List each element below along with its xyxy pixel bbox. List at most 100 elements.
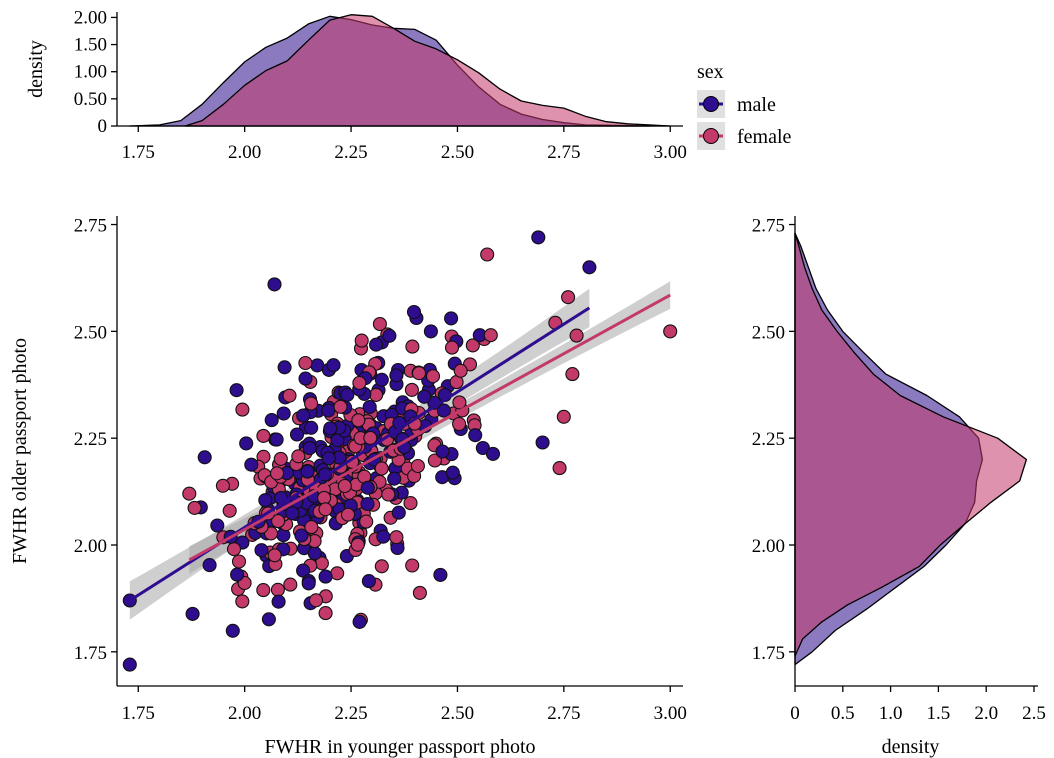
scatter-point-male xyxy=(468,428,483,443)
scatter-point-male xyxy=(423,324,438,339)
scatter-point-male xyxy=(387,471,402,486)
scatter-point-male xyxy=(267,277,282,292)
top-x-tick-label: 2.75 xyxy=(547,142,580,163)
right-x-tick-label: 1.5 xyxy=(927,703,951,724)
main-x-tick-label: 3.00 xyxy=(654,703,687,724)
scatter-point-male xyxy=(285,506,300,521)
scatter-point-female xyxy=(465,338,480,353)
scatter-point-male xyxy=(362,399,377,415)
main-y-tick-label: 2.25 xyxy=(74,429,107,450)
scatter-point-female xyxy=(372,316,387,332)
scatter-point-male xyxy=(230,567,245,582)
scatter-point-female xyxy=(561,290,576,305)
scatter-point-female xyxy=(565,367,580,382)
main-y-tick-label: 2.50 xyxy=(74,322,107,343)
main-y-axis-title: FWHR older passport photo xyxy=(9,338,31,564)
legend: sex male female xyxy=(697,61,792,150)
top-density-panel: 0 0.50 1.00 1.50 2.00 1.75 2.00 2.25 2.50 2.75 3.0… xyxy=(25,7,687,163)
scatter-point-male xyxy=(433,567,448,582)
scatter-point-female xyxy=(452,416,467,432)
scatter-point-male xyxy=(382,328,397,343)
scatter-point-male xyxy=(406,304,422,320)
scatter-point-female xyxy=(369,387,384,402)
scatter-point-male xyxy=(417,389,432,404)
scatter-point-female xyxy=(333,399,348,414)
scatter-point-female xyxy=(340,507,356,522)
right-x-tick-label: 1.0 xyxy=(879,703,903,724)
scatter-point-female xyxy=(556,409,571,424)
scatter-point-female xyxy=(283,577,298,592)
legend-item-male: male xyxy=(697,90,776,118)
scatter-point-male xyxy=(301,576,316,591)
scatter-point-male xyxy=(277,360,292,375)
scatter-point-male xyxy=(185,606,200,621)
scatter-point-male xyxy=(445,465,460,480)
scatter-point-male xyxy=(289,427,305,442)
scatter-point-female xyxy=(273,451,288,466)
scatter-point-male xyxy=(369,337,384,352)
top-x-tick-label: 2.00 xyxy=(228,142,261,163)
scatter-point-male xyxy=(376,529,391,544)
scatter-point-female xyxy=(352,375,367,390)
scatter-point-female xyxy=(235,402,250,417)
scatter-point-female xyxy=(403,496,418,511)
scatter-point-female xyxy=(359,514,374,529)
top-x-tick-label: 3.00 xyxy=(654,142,687,163)
scatter-point-female xyxy=(282,388,297,403)
scatter-point-male xyxy=(296,408,311,423)
legend-title: sex xyxy=(697,61,724,83)
scatter-point-female xyxy=(222,503,237,518)
scatter-point-female xyxy=(226,542,242,557)
scatter-point-female xyxy=(231,554,247,569)
top-y-axis-title: density xyxy=(25,40,47,98)
scatter-point-male xyxy=(264,413,279,428)
scatter-point-female xyxy=(318,606,333,621)
scatter-point-female xyxy=(187,500,202,515)
legend-point-female xyxy=(703,128,719,144)
scatter-point-female xyxy=(410,458,425,474)
scatter-point-male xyxy=(210,518,225,533)
scatter-point-female xyxy=(304,520,319,535)
legend-label-female: female xyxy=(737,126,792,148)
scatter-point-female xyxy=(291,449,306,464)
scatter-point-female xyxy=(318,502,333,517)
main-y-tick-label: 1.75 xyxy=(74,643,107,664)
scatter-point-female xyxy=(374,559,389,574)
main-x-tick-label: 2.75 xyxy=(547,703,580,724)
top-y-tick-label: 0 xyxy=(98,116,108,137)
main-scatter-panel: 1.75 2.00 2.25 2.50 2.75 1.75 2.00 2.25 2.50 2.75… xyxy=(9,216,687,758)
scatter-point-female xyxy=(483,328,498,343)
scatter-point-male xyxy=(225,623,240,638)
scatter-point-male xyxy=(535,435,550,450)
scatter-point-female xyxy=(452,395,467,410)
scatter-point-male xyxy=(197,450,212,465)
scatter-point-male xyxy=(391,505,406,520)
right-x-tick-label: 0.5 xyxy=(831,703,855,724)
scatter-point-male xyxy=(254,543,269,558)
right-y-tick-label: 2.00 xyxy=(752,536,785,557)
scatter-point-female xyxy=(215,478,230,493)
scatter-point-female xyxy=(405,558,420,573)
scatter-point-male xyxy=(374,372,389,387)
scatter-point-male xyxy=(389,368,404,383)
main-x-tick-label: 2.25 xyxy=(334,703,367,724)
scatter-point-female xyxy=(374,461,389,476)
scatter-point-female xyxy=(308,593,324,608)
scatter-point-male xyxy=(294,528,309,543)
right-y-tick-label: 2.50 xyxy=(752,322,785,343)
scatter-point-male xyxy=(444,311,459,326)
right-density-female xyxy=(794,232,1028,657)
scatter-point-male xyxy=(258,493,273,508)
top-y-tick-label: 2.00 xyxy=(74,7,107,28)
scatter-point-female xyxy=(182,486,197,501)
scatter-point-female xyxy=(269,466,285,481)
main-y-tick-label: 2.00 xyxy=(74,536,107,557)
scatter-point-female xyxy=(304,396,319,411)
scatter-point-male xyxy=(244,457,259,472)
scatter-point-male xyxy=(531,230,546,245)
right-y-tick-label: 1.75 xyxy=(752,643,785,664)
scatter-point-male xyxy=(318,569,333,584)
right-x-tick-label: 2.0 xyxy=(974,703,998,724)
scatter-point-male xyxy=(582,260,597,275)
